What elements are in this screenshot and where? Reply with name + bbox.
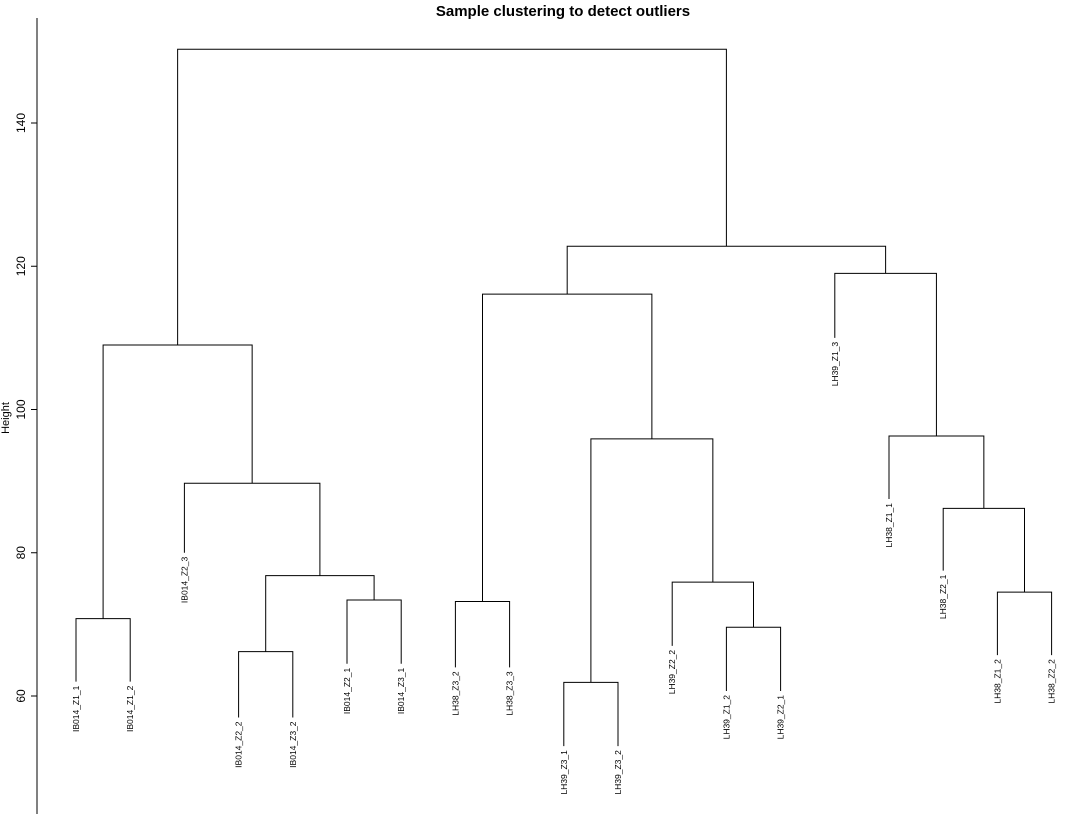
leaf-label: LH38_Z2_2: [1047, 659, 1057, 704]
dendrogram-branches: [75, 48, 1053, 747]
leaf-label: LH38_Z1_1: [884, 503, 894, 548]
y-tick-label: 60: [14, 689, 28, 703]
chart-title: Sample clustering to detect outliers: [436, 3, 690, 20]
leaf-label: LH38_Z1_2: [992, 659, 1002, 704]
leaf-label: LH39_Z2_2: [667, 650, 677, 695]
leaf-label: LH39_Z3_1: [559, 750, 569, 795]
leaf-label: LH39_Z1_3: [830, 342, 840, 387]
merge-branch: [183, 482, 321, 576]
merge-branch: [102, 344, 253, 619]
y-tick-label: 80: [14, 546, 28, 560]
y-axis: 60 80 100 120 140: [14, 18, 38, 814]
leaf-label: IB014_Z1_1: [71, 685, 81, 732]
leaf-label: LH38_Z3_2: [450, 671, 460, 716]
merge-branch: [238, 651, 294, 718]
merge-branch: [834, 272, 937, 437]
leaf-label: LH39_Z2_1: [776, 695, 786, 740]
y-tick-label: 120: [14, 256, 28, 276]
leaf-labels: IB014_Z1_1 IB014_Z1_2 IB014_Z2_3 IB014_Z2_2…: [71, 342, 1057, 795]
leaf-label: LH39_Z1_2: [721, 695, 731, 740]
merge-branch: [177, 48, 727, 346]
y-tick-label: 140: [14, 113, 28, 133]
leaf-label: LH38_Z3_3: [505, 671, 515, 716]
leaf-label: IB014_Z2_2: [234, 721, 244, 768]
leaf-label: IB014_Z1_2: [125, 685, 135, 732]
leaf-label: LH38_Z2_1: [938, 574, 948, 619]
leaf-label: IB014_Z2_1: [342, 668, 352, 715]
leaf-label: IB014_Z3_2: [288, 721, 298, 768]
leaf-label: LH39_Z3_2: [613, 750, 623, 795]
y-axis-title: Height: [0, 402, 12, 434]
merge-branch: [346, 599, 402, 664]
y-tick-label: 100: [14, 399, 28, 419]
merge-branch: [996, 591, 1053, 656]
merge-branch: [482, 293, 653, 602]
leaf-label: IB014_Z2_3: [179, 556, 189, 603]
leaf-label: IB014_Z3_1: [396, 668, 406, 715]
